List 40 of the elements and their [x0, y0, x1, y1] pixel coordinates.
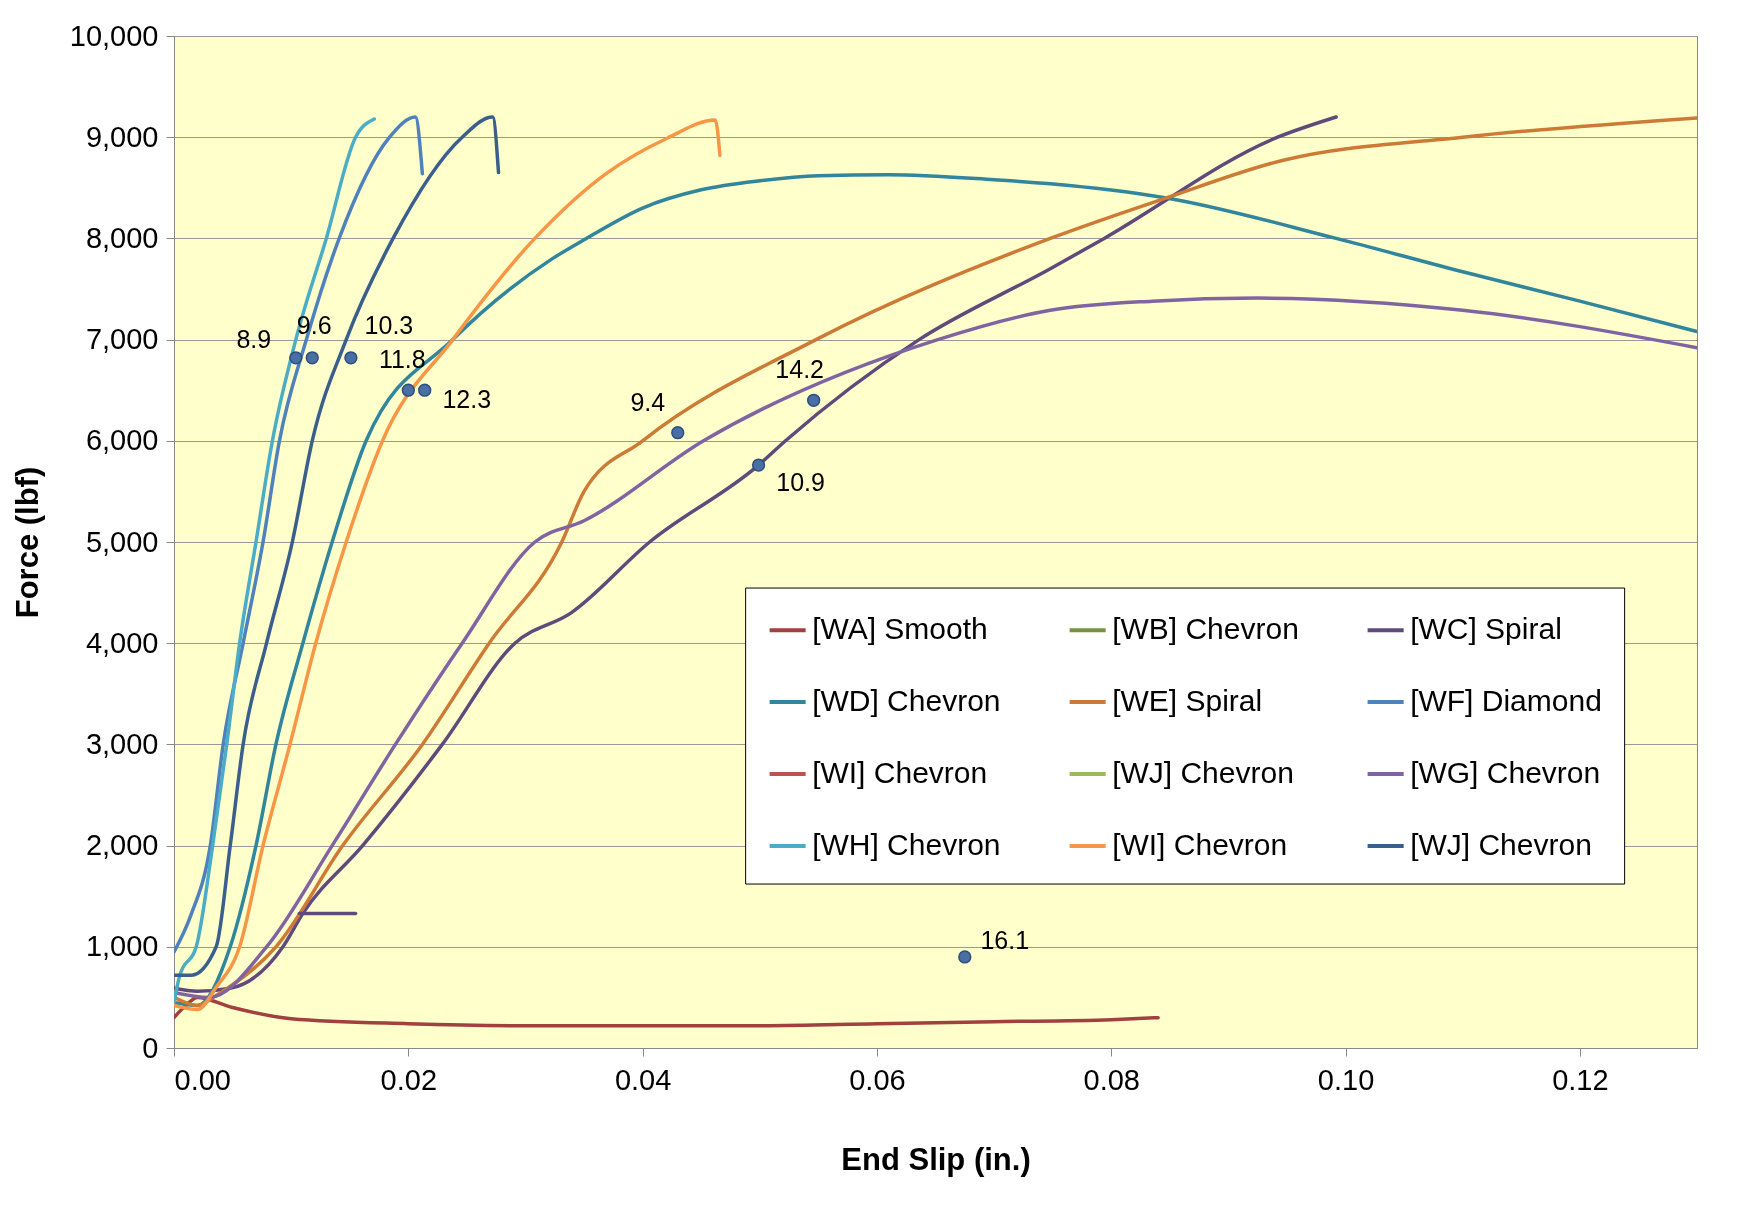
annotation: 9.4	[630, 387, 666, 416]
legend-label: [WB] Chevron	[1112, 612, 1299, 646]
x-tick-label: 0.08	[1083, 1063, 1140, 1096]
annotation: 11.8	[378, 345, 426, 374]
y-tick-label: 1,000	[85, 930, 159, 963]
x-tick-label: 0.10	[1317, 1063, 1375, 1096]
legend-label: [WI] Chevron	[812, 756, 988, 790]
x-tick-label: 0.00	[174, 1063, 231, 1096]
legend-label: [WE] Spiral	[1112, 684, 1263, 718]
y-tick-label: 0	[142, 1031, 159, 1064]
annotation: 12.3	[442, 385, 492, 414]
y-tick-label: 4,000	[85, 626, 159, 659]
x-tick-label: 0.06	[849, 1063, 906, 1096]
legend-label: [WI] Chevron	[1112, 828, 1288, 862]
legend-label: [WJ] Chevron	[1112, 756, 1294, 790]
y-tick-label: 7,000	[85, 323, 159, 356]
annotation: 10.9	[776, 468, 825, 497]
annotation: 14.2	[775, 355, 824, 384]
legend-label: [WA] Smooth	[812, 612, 988, 646]
legend-label: [WG] Chevron	[1410, 756, 1601, 790]
y-axis-title: Force (lbf)	[9, 466, 45, 619]
y-tick-label: 10,000	[69, 19, 159, 52]
annotation: 10.3	[364, 310, 414, 339]
y-tick-label: 2,000	[85, 829, 159, 862]
annotation: 8.9	[236, 324, 272, 353]
y-tick-label: 3,000	[85, 727, 159, 760]
legend-label: [WJ] Chevron	[1410, 828, 1592, 862]
y-tick-label: 5,000	[85, 525, 159, 558]
x-tick-label: 0.12	[1552, 1063, 1609, 1096]
legend-label: [WC] Spiral	[1410, 612, 1562, 646]
x-axis-title: End Slip (in.)	[841, 1141, 1031, 1177]
x-tick-label: 0.04	[614, 1063, 672, 1096]
y-tick-label: 6,000	[85, 424, 159, 457]
legend-label: [WH] Chevron	[812, 828, 1001, 862]
y-tick-label: 9,000	[85, 120, 159, 153]
legend-label: [WF] Diamond	[1410, 684, 1602, 718]
annotation: 16.1	[980, 925, 1030, 954]
legend-label: [WD] Chevron	[812, 684, 1001, 718]
y-tick-label: 8,000	[85, 221, 159, 254]
x-tick-label: 0.02	[380, 1063, 438, 1096]
